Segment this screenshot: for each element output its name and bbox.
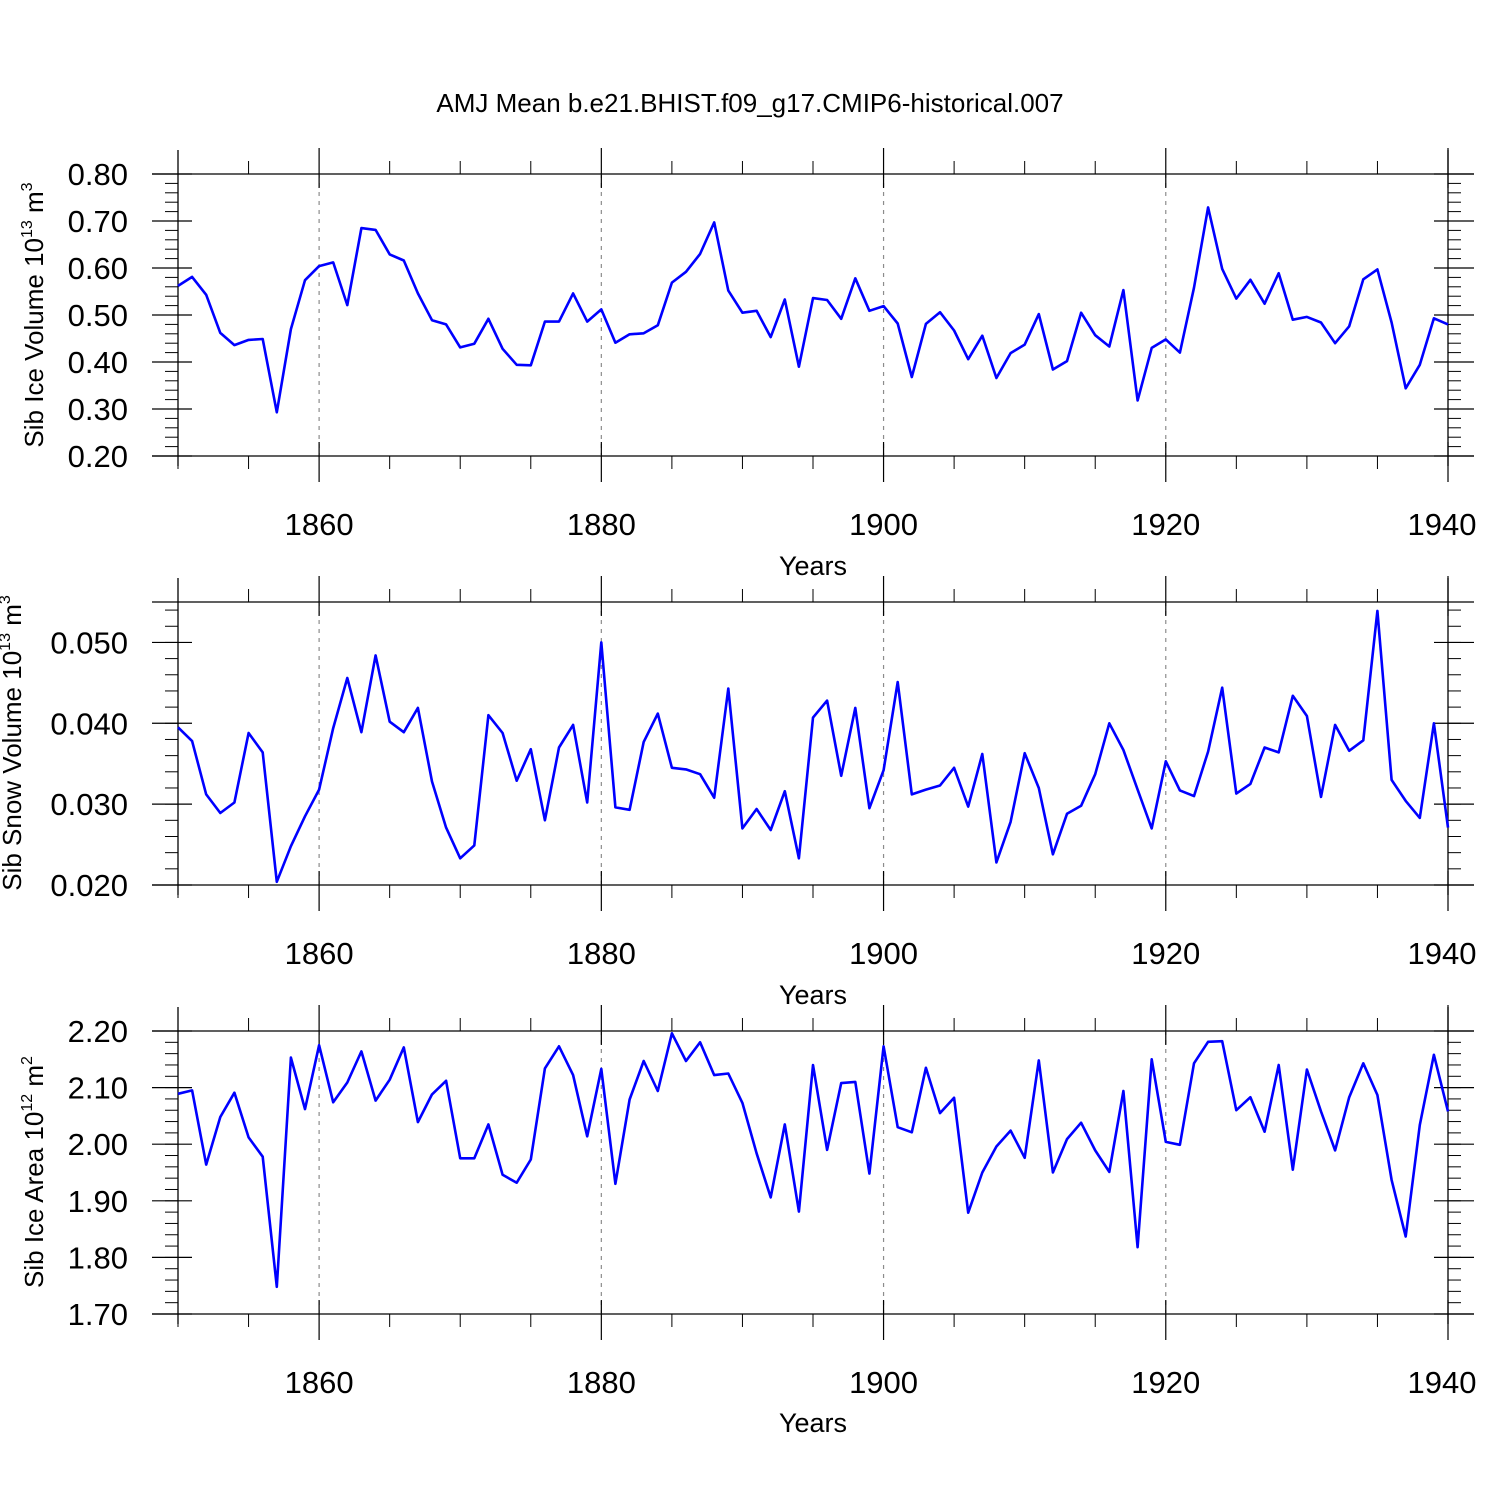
x-axis-title: Years: [779, 1408, 847, 1438]
y-axis-title-unit-exp: 3: [0, 595, 14, 604]
plot-frame: [152, 150, 1474, 466]
y-axis-title: Sib Snow Volume 1013 m3: [0, 595, 27, 891]
panel-snow-volume: 0.020 0.030 0.040 0.050 1860 1880 1900 1920 194…: [0, 576, 1476, 1010]
y-axis-ticks: [152, 173, 1474, 457]
x-tick-label: 1900: [849, 507, 918, 542]
series-line-ice-area: [177, 1032, 1450, 1289]
x-tick-label: 1900: [849, 1365, 918, 1400]
x-axis-ticks: [177, 576, 1449, 911]
x-gridlines: [318, 602, 1167, 885]
series-line-ice-volume: [177, 206, 1449, 414]
x-tick-label: 1860: [285, 507, 354, 542]
x-tick-label: 1860: [285, 1365, 354, 1400]
panel-ice-volume: 0.20 0.30 0.40 0.50 0.60 0.70 0.80 1860 1880 190…: [19, 148, 1476, 581]
plot-frame: [152, 578, 1474, 895]
y-axis-title-main: Sib Ice Area 10: [19, 1112, 49, 1288]
y-tick-label: 1.80: [68, 1240, 128, 1275]
y-tick-labels: 0.020 0.030 0.040 0.050: [50, 625, 128, 903]
x-tick-label: 1860: [285, 936, 354, 971]
y-axis-title-main: Sib Ice Volume 10: [19, 238, 49, 448]
y-tick-label: 1.90: [68, 1184, 128, 1219]
y-axis-title-unit-exp: 2: [19, 1056, 36, 1065]
y-axis-ticks: [152, 1030, 1474, 1315]
series-line-snow-volume: [177, 609, 1450, 884]
x-gridlines: [318, 174, 1167, 456]
y-tick-label: 2.00: [68, 1127, 128, 1162]
y-tick-labels: 1.70 1.80 1.90 2.00 2.10 2.20: [68, 1014, 128, 1332]
y-axis-title-exp: 13: [19, 220, 36, 238]
y-axis-ticks: [152, 609, 1474, 886]
y-tick-label: 0.70: [68, 204, 128, 239]
y-tick-label: 0.020: [50, 868, 128, 903]
y-tick-label: 0.030: [50, 787, 128, 822]
y-tick-labels: 0.20 0.30 0.40 0.50 0.60 0.70 0.80: [68, 157, 128, 474]
y-axis-title-unit-exp: 3: [19, 182, 36, 191]
y-tick-label: 0.50: [68, 298, 128, 333]
x-tick-label: 1900: [849, 936, 918, 971]
x-tick-label: 1920: [1131, 1365, 1200, 1400]
y-tick-label: 0.30: [68, 392, 128, 427]
x-axis-title: Years: [779, 551, 847, 581]
x-tick-label: 1940: [1408, 507, 1477, 542]
x-tick-label: 1880: [567, 936, 636, 971]
y-axis-title-exp: 13: [0, 633, 14, 651]
figure-title: AMJ Mean b.e21.BHIST.f09_g17.CMIP6-histo…: [436, 88, 1063, 118]
y-axis-title-exp: 12: [19, 1094, 36, 1112]
x-axis-title: Years: [779, 980, 847, 1010]
y-tick-label: 0.60: [68, 251, 128, 286]
x-tick-labels: 1860 1880 1900 1920 1940: [285, 936, 1477, 971]
y-axis-title-unit: m: [19, 1065, 49, 1094]
x-tick-labels: 1860 1880 1900 1920 1940: [285, 507, 1477, 542]
y-axis-title: Sib Ice Volume 1013 m3: [19, 182, 49, 447]
panel-ice-area: 1.70 1.80 1.90 2.00 2.10 2.20 1860 1880 1900 192…: [19, 1005, 1476, 1438]
x-tick-label: 1880: [567, 507, 636, 542]
y-axis-title-unit: m: [0, 604, 27, 633]
x-axis-ticks: [177, 1005, 1449, 1340]
y-axis-title: Sib Ice Area 1012 m2: [19, 1056, 49, 1288]
x-tick-labels: 1860 1880 1900 1920 1940: [285, 1365, 1477, 1400]
x-tick-label: 1940: [1408, 936, 1477, 971]
x-tick-label: 1940: [1408, 1365, 1477, 1400]
y-tick-label: 0.20: [68, 439, 128, 474]
y-tick-label: 0.050: [50, 625, 128, 660]
x-tick-label: 1920: [1131, 507, 1200, 542]
y-tick-label: 0.80: [68, 157, 128, 192]
y-tick-label: 0.40: [68, 345, 128, 380]
plot-frame: [152, 1007, 1474, 1324]
y-axis-title-unit: m: [19, 191, 49, 220]
x-tick-label: 1880: [567, 1365, 636, 1400]
y-axis-title-main: Sib Snow Volume 10: [0, 651, 27, 891]
y-tick-label: 2.20: [68, 1014, 128, 1049]
y-tick-label: 1.70: [68, 1297, 128, 1332]
y-tick-label: 0.040: [50, 706, 128, 741]
x-axis-ticks: [177, 148, 1449, 482]
y-tick-label: 2.10: [68, 1071, 128, 1106]
x-gridlines: [318, 1031, 1167, 1314]
x-tick-label: 1920: [1131, 936, 1200, 971]
